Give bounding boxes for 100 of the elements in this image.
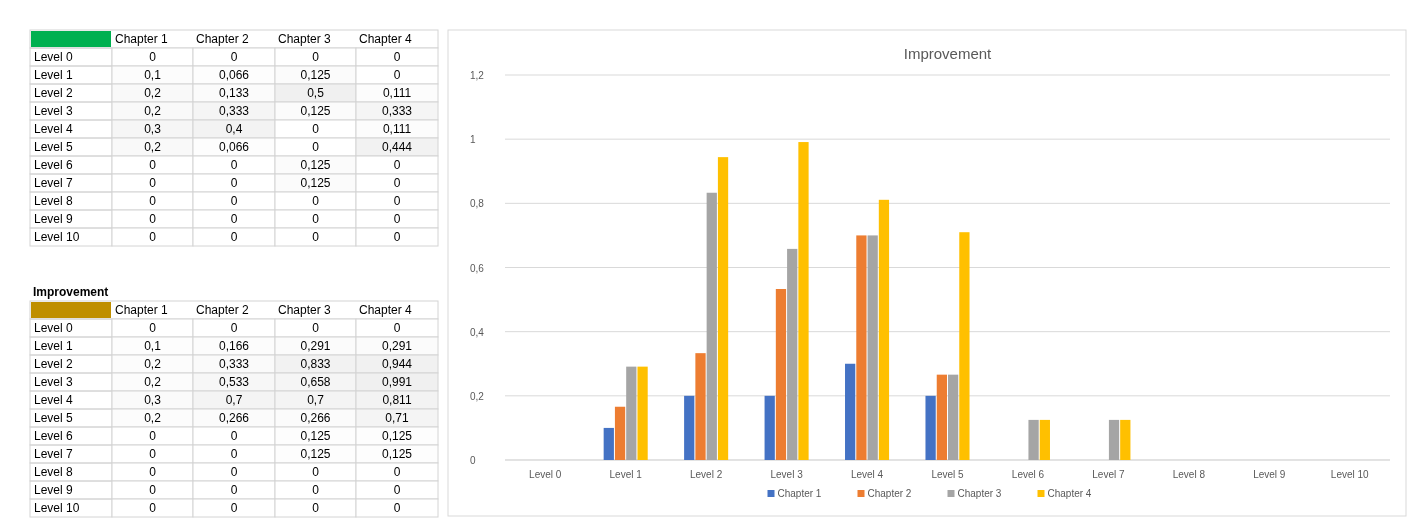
data-label: 0,291 (381, 339, 413, 353)
chart-title: Improvement (33, 285, 109, 299)
data-label: 0 (230, 176, 238, 190)
y-tick-label: Level 0 (34, 321, 74, 335)
data-label: 0,2 (144, 140, 162, 154)
x-tick-label: Level 3 (770, 469, 804, 480)
data-label: 0,266 (218, 411, 250, 425)
x-tick-label: Level 8 (1172, 469, 1206, 480)
data-label: 0 (149, 447, 157, 461)
data-label: 0,2 (144, 104, 162, 118)
data-label: 0,166 (218, 339, 250, 353)
data-label: 0,1 (144, 339, 162, 353)
y-tick-label: 1 (470, 134, 476, 146)
y-tick-label: Level 9 (34, 212, 74, 226)
data-label: 0,991 (381, 375, 413, 389)
x-tick-label: Chapter 4 (359, 32, 413, 46)
data-label: 0,125 (381, 429, 413, 443)
y-tick-label: Level 7 (34, 447, 74, 461)
data-label: 0,333 (218, 357, 250, 371)
bar (798, 142, 809, 460)
y-tick-label: Level 5 (34, 411, 74, 425)
data-label: 0 (230, 50, 238, 64)
data-label: 0,111 (382, 122, 412, 136)
data-label: 0 (149, 50, 157, 64)
bar (1108, 419, 1120, 460)
data-label: 0,2 (144, 86, 162, 100)
data-label: 0 (312, 122, 320, 136)
bar (695, 353, 706, 460)
y-tick-label: Level 0 (34, 50, 74, 64)
data-label: 0,7 (307, 393, 325, 407)
data-label: 0,125 (300, 176, 331, 190)
y-tick-label: Level 3 (34, 375, 74, 389)
data-label: 0 (393, 158, 401, 172)
bar (948, 374, 959, 460)
data-label: 0,333 (381, 104, 413, 118)
bar (684, 395, 695, 460)
legend-label: Chapter 4 (1047, 488, 1092, 499)
data-label: 0,2 (144, 411, 162, 425)
data-label: 0 (230, 465, 238, 479)
legend-label: Chapter 2 (867, 488, 912, 499)
data-label: 0 (149, 321, 157, 335)
data-label: 0,111 (382, 86, 412, 100)
x-tick-label: Level 4 (850, 469, 884, 480)
legend-label: Chapter 3 (957, 488, 1002, 499)
bar (787, 248, 798, 460)
data-label: 0,291 (300, 339, 331, 353)
y-tick-label: Level 4 (34, 393, 74, 407)
data-label: 0 (312, 230, 320, 244)
x-tick-label: Chapter 3 (278, 32, 332, 46)
bar (775, 289, 787, 460)
data-label: 0 (149, 176, 157, 190)
x-tick-label: Level 2 (690, 469, 723, 480)
data-label: 0,833 (300, 357, 331, 371)
bar (717, 157, 729, 460)
y-tick-label: 0,8 (470, 198, 485, 210)
legend-label: Chapter 1 (777, 488, 822, 499)
bar (603, 427, 614, 460)
data-label: 0,066 (218, 68, 250, 82)
data-label: 0 (393, 501, 401, 515)
y-tick-label: Level 2 (34, 86, 74, 100)
y-tick-label: 0 (470, 455, 476, 466)
data-label: 0,333 (218, 104, 250, 118)
data-label: 0,2 (144, 375, 162, 389)
bar (637, 366, 648, 460)
x-tick-label: Level 1 (609, 469, 643, 480)
data-label: 0 (230, 501, 238, 515)
bar (626, 366, 637, 460)
data-label: 0 (149, 158, 157, 172)
data-label: 0 (149, 230, 157, 244)
data-label: 0 (312, 465, 320, 479)
data-label: 0,125 (300, 68, 331, 82)
data-label: 0 (149, 483, 157, 497)
y-tick-label: Level 1 (34, 339, 74, 353)
data-label: 0,658 (300, 375, 331, 389)
x-tick-label: Chapter 1 (115, 32, 169, 46)
bar (764, 395, 775, 460)
data-label: 0 (312, 483, 320, 497)
x-tick-label: Level 7 (1092, 469, 1125, 480)
data-label: 0,125 (300, 429, 331, 443)
data-label: 0 (393, 50, 401, 64)
x-tick-label: Level 10 (1330, 469, 1370, 480)
data-label: 0 (393, 68, 401, 82)
data-label: 0,1 (144, 68, 162, 82)
data-label: 0 (393, 465, 401, 479)
data-label: 0,811 (382, 393, 412, 407)
x-tick-label: Chapter 2 (196, 303, 250, 317)
x-tick-label: Level 5 (931, 469, 965, 480)
data-label: 0 (393, 194, 401, 208)
y-tick-label: 0,4 (470, 326, 485, 338)
data-label: 0 (230, 321, 238, 335)
y-tick-label: Level 8 (34, 194, 74, 208)
data-label: 0 (393, 321, 401, 335)
data-label: 0,066 (218, 140, 250, 154)
data-label: 0 (393, 176, 401, 190)
x-tick-label: Level 6 (1011, 469, 1045, 480)
data-label: 0 (230, 429, 238, 443)
data-label: 0,5 (307, 86, 325, 100)
data-label: 0 (230, 483, 238, 497)
y-tick-label: Level 6 (34, 429, 74, 443)
data-label: 0 (312, 140, 320, 154)
